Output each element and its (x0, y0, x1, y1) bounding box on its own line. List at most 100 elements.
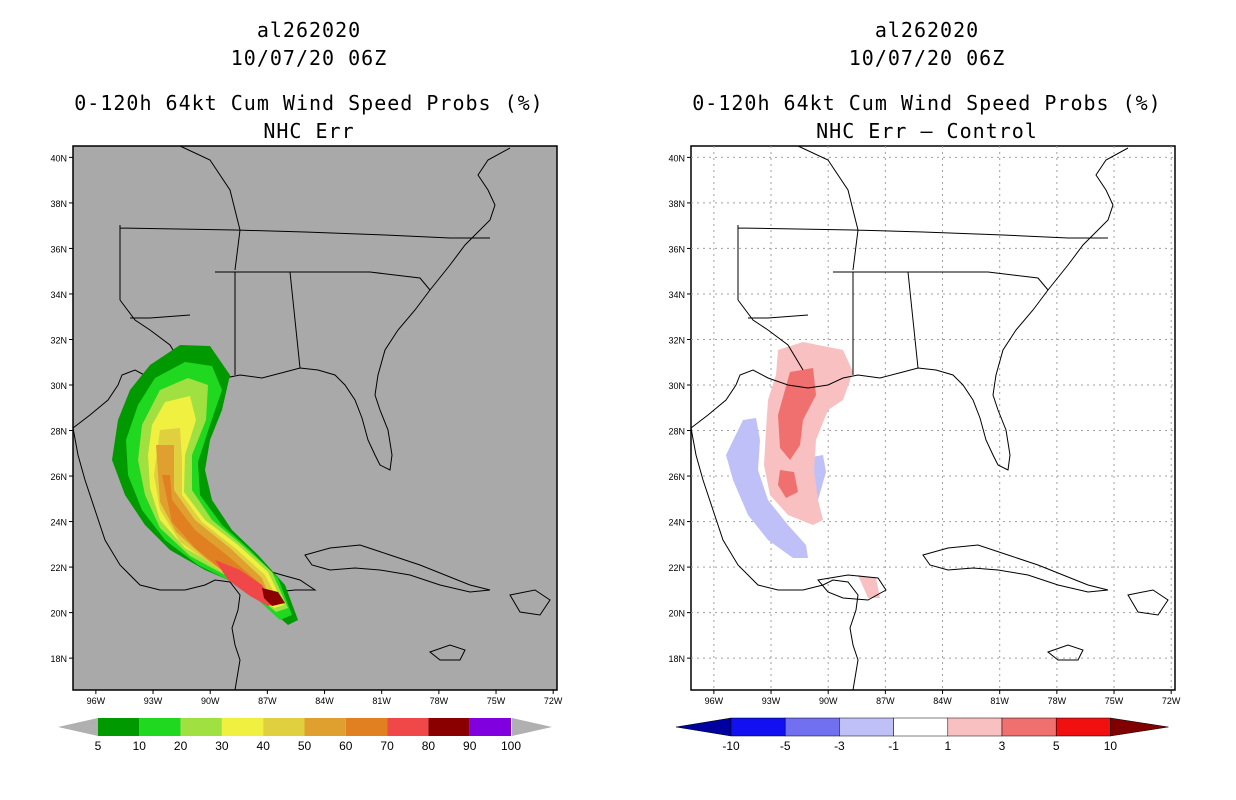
lat-label: 32N (50, 335, 67, 345)
lat-label: 24N (50, 518, 67, 528)
colorbar-label: 80 (422, 739, 436, 753)
right-storm-id: al262020 (874, 18, 980, 42)
colorbar-label: 60 (339, 739, 353, 753)
lat-label: 40N (668, 153, 685, 163)
colorbar-swatch (1055, 717, 1111, 737)
prob-band-50 (156, 445, 270, 598)
lat-label: 36N (50, 244, 67, 254)
lon-label: 87W (876, 696, 895, 706)
left-colorbar-high-arrow (512, 718, 552, 736)
right-panel: al262020 10/07/20 06Z 0-120h 64kt Cum Wi… (618, 0, 1236, 800)
colorbar-label: 100 (501, 739, 521, 753)
colorbar-label: 20 (174, 739, 188, 753)
left-colorbar-low-arrow (58, 718, 98, 736)
colorbar-label: 40 (257, 739, 271, 753)
lat-label: 30N (50, 381, 67, 391)
left-storm-id: al262020 (256, 18, 362, 42)
colorbar-swatch (180, 718, 222, 736)
lon-label: 78W (1048, 696, 1067, 706)
right-colorbar-boxes (675, 717, 1169, 737)
right-map: 40N 38N 36N 34N 32N 30N 28N 26N 24N 22N 20N 18N 96W… (668, 145, 1181, 753)
lon-label: 78W (430, 696, 449, 706)
right-lat-ticks: 40N 38N 36N 34N 32N 30N 28N 26N 24N 22N 20N 18N (668, 153, 691, 664)
right-subtitle: NHC Err – Control (816, 119, 1038, 143)
lat-label: 20N (668, 609, 685, 619)
colorbar-label: -10 (722, 739, 740, 753)
colorbar-swatch (345, 718, 388, 736)
colorbar-swatch (730, 717, 786, 737)
left-map: 40N 38N 36N 34N 32N 30N 28N 26N 24N 22N 20N 18N 96W… (50, 145, 563, 753)
colorbar-swatch (1001, 717, 1057, 737)
colorbar-swatch (387, 718, 429, 736)
lat-label: 22N (50, 563, 67, 573)
colorbar-label: -3 (834, 739, 845, 753)
lon-label: 96W (87, 696, 106, 706)
colorbar-label: 5 (1053, 739, 1060, 753)
lon-label: 75W (487, 696, 506, 706)
lon-label: 84W (315, 696, 334, 706)
colorbar-label: 10 (133, 739, 147, 753)
left-probability-swath (112, 345, 298, 625)
diff-pink-small (858, 575, 880, 598)
colorbar-low-arrow (675, 717, 732, 737)
diff-red-region (778, 368, 816, 460)
left-title: 0-120h 64kt Cum Wind Speed Probs (%) (74, 91, 544, 115)
lat-label: 32N (668, 335, 685, 345)
lon-label: 81W (990, 696, 1009, 706)
lon-label: 75W (1105, 696, 1124, 706)
colorbar-swatch (304, 718, 346, 736)
left-panel: al262020 10/07/20 06Z 0-120h 64kt Cum Wi… (50, 18, 563, 753)
colorbar-label: 1 (944, 739, 951, 753)
lon-label: 96W (705, 696, 724, 706)
right-colorbar: -10 -5 -3 -1 1 3 5 10 (675, 717, 1169, 753)
prob-band-80 (262, 588, 285, 606)
lon-label: 81W (372, 696, 391, 706)
colorbar-label: 30 (215, 739, 229, 753)
lat-label: 18N (668, 654, 685, 664)
right-gridlines (691, 146, 1175, 690)
colorbar-swatch (947, 717, 1003, 737)
lat-label: 26N (50, 472, 67, 482)
left-lon-ticks: 96W 93W 90W 87W 84W 81W 78W 75W 72W (87, 690, 563, 706)
colorbar-label: 10 (1104, 739, 1118, 753)
lat-label: 34N (50, 290, 67, 300)
lat-label: 34N (668, 290, 685, 300)
lon-label: 93W (762, 696, 781, 706)
lat-label: 22N (668, 563, 685, 573)
right-lon-ticks: 96W 93W 90W 87W 84W 81W 78W 75W 72W (705, 690, 1181, 706)
lon-label: 90W (819, 696, 838, 706)
colorbar-swatch (839, 717, 894, 737)
colorbar-swatch (428, 718, 470, 736)
colorbar-swatch (893, 717, 949, 737)
diff-blue-region (726, 418, 808, 558)
left-datetime: 10/07/20 06Z (230, 46, 388, 70)
lat-label: 24N (668, 518, 685, 528)
diff-red-region-2 (778, 470, 798, 498)
lon-label: 90W (201, 696, 220, 706)
lon-label: 72W (1162, 696, 1181, 706)
colorbar-label: 70 (380, 739, 394, 753)
colorbar-swatch (263, 718, 305, 736)
lat-label: 36N (668, 244, 685, 254)
right-coastlines (690, 145, 1169, 691)
colorbar-high-arrow (1110, 717, 1169, 737)
lat-label: 40N (50, 153, 67, 163)
right-title: 0-120h 64kt Cum Wind Speed Probs (%) (692, 91, 1162, 115)
left-subtitle: NHC Err (263, 119, 355, 143)
colorbar-label: 5 (95, 739, 102, 753)
colorbar-label: -5 (780, 739, 791, 753)
colorbar-label: -1 (888, 739, 899, 753)
lon-label: 93W (144, 696, 163, 706)
colorbar-label: 50 (298, 739, 312, 753)
colorbar-swatch (139, 718, 181, 736)
prob-band-60 (162, 475, 262, 595)
colorbar-label: 90 (463, 739, 477, 753)
lon-label: 84W (933, 696, 952, 706)
colorbar-swatch (98, 718, 140, 736)
lat-label: 18N (50, 654, 67, 664)
colorbar-swatch (784, 717, 840, 737)
right-datetime: 10/07/20 06Z (848, 46, 1006, 70)
right-map-background (690, 145, 1176, 691)
right-difference-field (726, 342, 880, 598)
left-colorbar: 5 10 20 30 40 50 60 70 80 90 100 (58, 718, 552, 753)
